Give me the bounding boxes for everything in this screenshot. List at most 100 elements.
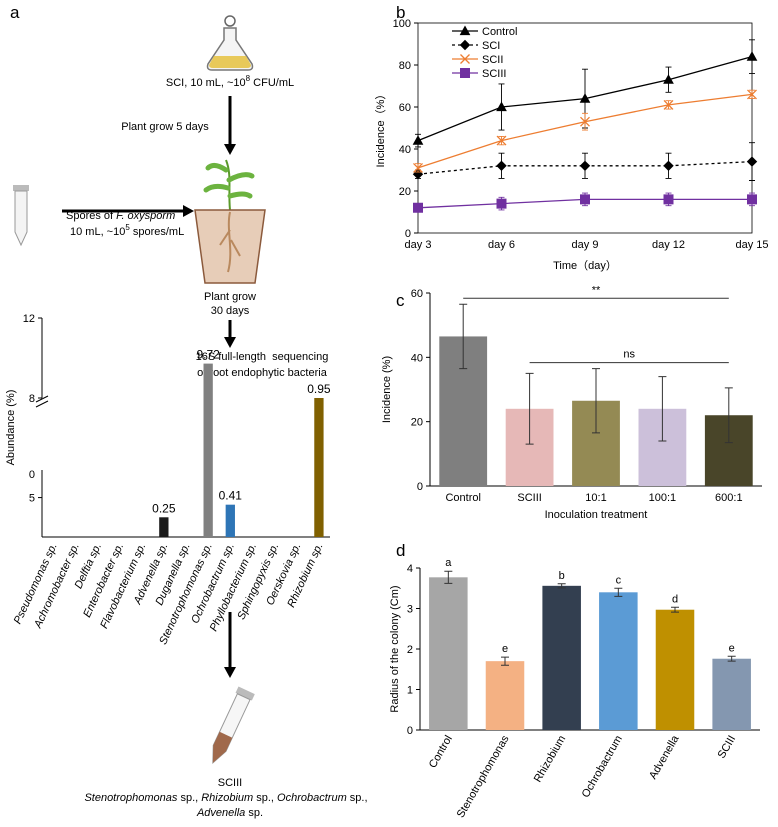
plot-frame bbox=[417, 22, 753, 234]
y-tick-label: 20 bbox=[399, 186, 411, 198]
step-text: 30 days bbox=[211, 305, 250, 317]
error-bar bbox=[444, 570, 453, 584]
error-bar bbox=[671, 606, 679, 613]
bar bbox=[203, 363, 213, 537]
x-tick-label: day 3 bbox=[405, 239, 432, 251]
arrow-head bbox=[224, 144, 236, 155]
bar bbox=[655, 609, 695, 730]
tube-icon bbox=[13, 185, 29, 247]
x-tick-label: day 9 bbox=[572, 239, 599, 251]
x-tick-label: Rhizobium bbox=[532, 734, 568, 785]
x-axis-label: Inoculation treatment bbox=[545, 509, 648, 521]
panel-label: c bbox=[396, 291, 405, 310]
series-line bbox=[417, 160, 753, 175]
significance-letter: c bbox=[616, 574, 622, 586]
x-tick-label: Advenella bbox=[647, 733, 682, 782]
y-tick-label: 0 bbox=[407, 725, 413, 737]
marker bbox=[459, 39, 471, 51]
legend-label: SCIII bbox=[482, 68, 506, 80]
significance-label: ns bbox=[623, 349, 635, 361]
y-tick-label: 0 bbox=[405, 228, 411, 240]
x-axis-label: Time（day） bbox=[553, 259, 617, 272]
marker bbox=[579, 160, 591, 172]
y-tick-label: 40 bbox=[411, 352, 423, 364]
x-tick-label: day 6 bbox=[488, 239, 515, 251]
bar bbox=[159, 517, 169, 537]
step-text: Plant grow 5 days bbox=[121, 121, 209, 133]
x-tick-label: 100:1 bbox=[649, 492, 677, 504]
arrow-head bbox=[183, 205, 194, 217]
value-label: 0.41 bbox=[219, 489, 243, 503]
spores-text: 10 mL, ~105 spores/mL bbox=[70, 223, 184, 238]
bar bbox=[314, 398, 324, 537]
y-tick-label: 8 bbox=[29, 393, 35, 405]
bar bbox=[599, 592, 638, 730]
y-axis-label: Abundance (%) bbox=[5, 390, 17, 466]
significance-letter: b bbox=[559, 570, 565, 582]
bar bbox=[429, 577, 468, 730]
x-tick-label: Control bbox=[427, 734, 455, 771]
marker bbox=[746, 51, 758, 61]
error-bar bbox=[459, 303, 468, 370]
plant-icon bbox=[194, 159, 266, 284]
y-tick-label: 40 bbox=[399, 144, 411, 156]
marker bbox=[496, 101, 507, 112]
x-tick-label: SCIII bbox=[517, 492, 541, 504]
arrow-head bbox=[224, 667, 236, 678]
axis-break bbox=[35, 395, 49, 408]
marker bbox=[413, 202, 423, 213]
x-tick-label: Control bbox=[445, 492, 480, 504]
error-bar bbox=[658, 376, 667, 442]
y-tick-label: 4 bbox=[407, 563, 413, 575]
step-text: Plant grow bbox=[204, 291, 256, 303]
y-axis-label: Incidence（%） bbox=[374, 89, 387, 168]
significance-letter: e bbox=[729, 642, 735, 654]
tube-icon bbox=[212, 686, 255, 764]
marker bbox=[579, 93, 591, 103]
marker bbox=[460, 54, 470, 64]
x-tick-label: Ochrobactrum bbox=[580, 734, 625, 800]
x-tick-label: day 12 bbox=[652, 239, 685, 251]
step-text: 16S full-length sequencing bbox=[196, 351, 329, 363]
marker bbox=[496, 160, 507, 172]
error-bar bbox=[557, 583, 566, 589]
arrow-head bbox=[224, 337, 236, 348]
y-tick-label: 2 bbox=[407, 644, 413, 656]
y-tick-label: 12 bbox=[23, 313, 35, 325]
x-tick-label: 600:1 bbox=[715, 492, 743, 504]
bar bbox=[712, 658, 751, 730]
result-title: SCIII bbox=[218, 777, 242, 789]
legend-label: Control bbox=[482, 26, 517, 38]
y-tick-label: 80 bbox=[399, 60, 411, 72]
spores-text: Spores of F. oxysporm bbox=[66, 210, 175, 222]
x-tick-label: 10:1 bbox=[585, 492, 606, 504]
significance-letter: a bbox=[445, 557, 452, 569]
error-bar bbox=[592, 368, 600, 434]
bar bbox=[542, 585, 581, 730]
marker bbox=[460, 68, 470, 78]
value-label: 9.72 bbox=[196, 348, 220, 362]
y-tick-label: 20 bbox=[411, 417, 423, 429]
panel-label: a bbox=[10, 3, 20, 22]
legend-label: SCI bbox=[482, 40, 500, 52]
marker bbox=[747, 194, 757, 205]
significance-letter: d bbox=[672, 593, 678, 605]
panel-label: b bbox=[396, 3, 405, 22]
x-tick-label: Stenotrophomonas bbox=[455, 733, 512, 820]
y-axis-label: Radius of the colony (Cm) bbox=[389, 585, 401, 712]
x-tick-label: SCIII bbox=[716, 734, 739, 761]
marker bbox=[746, 156, 758, 167]
marker bbox=[580, 194, 590, 205]
marker bbox=[413, 162, 423, 173]
panel-label: d bbox=[396, 541, 405, 560]
y-tick-label: 60 bbox=[399, 102, 411, 114]
significance-letter: e bbox=[502, 643, 508, 655]
y-tick-label: 0 bbox=[417, 481, 423, 493]
error-bar bbox=[614, 587, 623, 597]
step-text: of root endophytic bacteria bbox=[197, 367, 328, 379]
y-tick-label: 100 bbox=[393, 18, 411, 30]
flask-icon bbox=[206, 15, 254, 71]
error-bar bbox=[727, 655, 736, 662]
marker bbox=[663, 194, 674, 205]
